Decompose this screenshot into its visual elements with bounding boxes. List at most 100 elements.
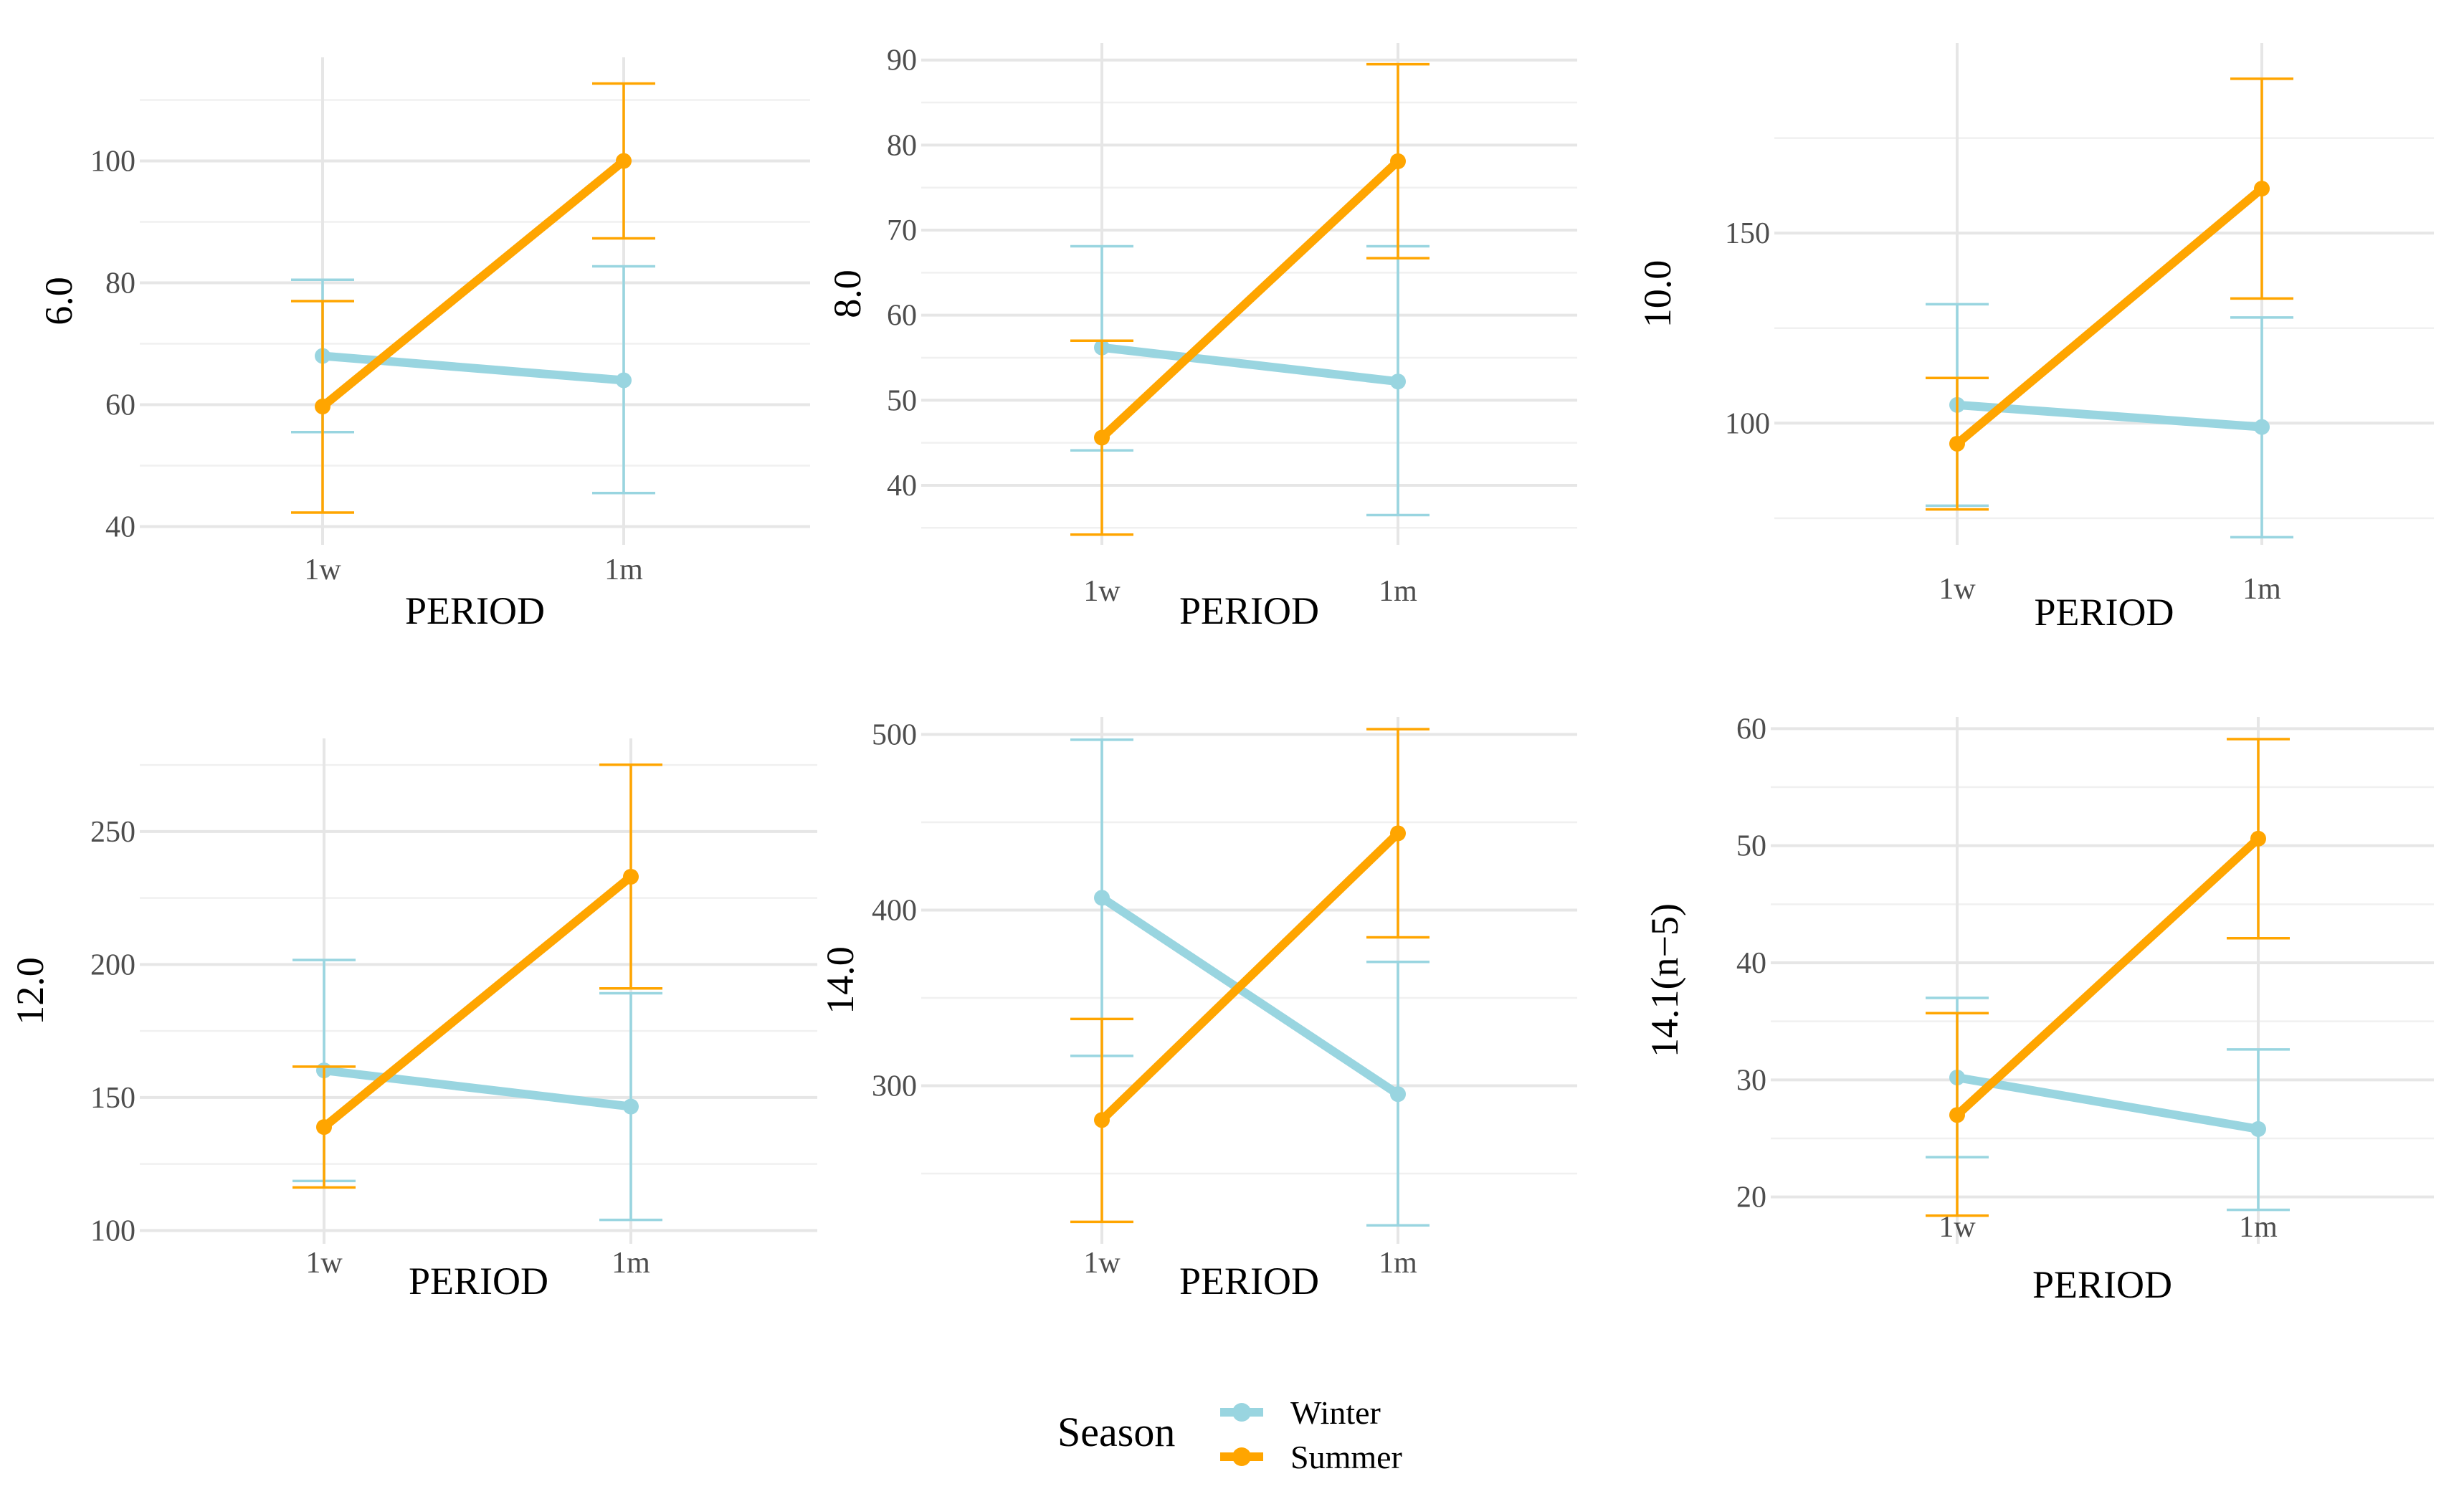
data-point-summer	[1094, 1112, 1110, 1128]
x-axis-title: PERIOD	[2034, 591, 2174, 634]
y-tick-label: 100	[90, 1214, 135, 1247]
data-point-winter	[616, 372, 632, 389]
series-line-winter	[320, 1066, 635, 1111]
series-winter	[1070, 244, 1430, 517]
data-point-winter	[2250, 1120, 2266, 1137]
series-winter	[1070, 738, 1430, 1227]
series-line-summer	[318, 156, 628, 411]
series-line-winter	[1953, 1073, 2263, 1133]
data-point-summer	[315, 399, 330, 415]
x-tick-label: 1w	[304, 553, 341, 586]
y-tick-label: 150	[90, 1082, 135, 1115]
y-tick-label: 30	[1736, 1064, 1766, 1097]
data-point-winter	[1390, 1086, 1406, 1103]
y-tick-label: 500	[872, 719, 917, 752]
data-point-summer	[1390, 153, 1406, 169]
data-point-summer	[616, 153, 632, 169]
y-tick-label: 80	[887, 129, 917, 162]
series-summer	[1926, 738, 2290, 1217]
legend-label-winter: Winter	[1290, 1394, 1381, 1431]
legend-entry-winter: Winter	[1220, 1394, 1381, 1431]
series-summer	[292, 763, 662, 1189]
y-tick-label: 150	[1725, 217, 1770, 250]
y-tick-label: 50	[1736, 830, 1766, 863]
x-tick-label: 1m	[1379, 575, 1417, 608]
data-point-winter	[1390, 374, 1406, 390]
chart-panel-2: 40 50 60 70 80 90 1w 1m PERIOD 8.0	[826, 43, 1577, 632]
x-tick-label: 1w	[1083, 1247, 1121, 1280]
y-tick-label: 60	[105, 389, 135, 422]
y-axis-title: 14.0	[819, 946, 862, 1014]
y-tick-label: 100	[1725, 407, 1770, 440]
y-tick-label: 90	[887, 44, 917, 77]
data-point-summer	[1949, 435, 1965, 452]
chart-panel-3: 100 150 1w 1m PERIOD 10.0	[1636, 43, 2434, 634]
data-point-summer	[1949, 1107, 1965, 1123]
y-tick-label: 250	[90, 816, 135, 849]
x-tick-label: 1m	[612, 1247, 650, 1280]
series-line-winter	[1098, 343, 1402, 386]
y-tick-label: 50	[887, 384, 917, 417]
y-axis-title: 14.1(n−5)	[1643, 903, 1686, 1057]
series-line-summer	[1098, 156, 1402, 442]
x-tick-label: 1w	[1939, 573, 1976, 606]
series-line-summer	[1953, 184, 2266, 448]
legend-label-summer: Summer	[1290, 1439, 1402, 1475]
data-point-summer	[316, 1119, 332, 1136]
x-axis-title: PERIOD	[405, 589, 545, 632]
series-line-winter	[1098, 893, 1402, 1099]
data-point-winter	[623, 1098, 639, 1115]
x-tick-label: 1m	[2239, 1211, 2278, 1244]
y-tick-label: 80	[105, 267, 135, 300]
y-tick-label: 20	[1736, 1181, 1766, 1214]
y-tick-label: 40	[887, 470, 917, 503]
series-winter	[1926, 996, 2290, 1212]
y-tick-label: 400	[872, 895, 917, 928]
legend-entry-summer: Summer	[1220, 1439, 1402, 1475]
data-point-summer	[623, 868, 639, 885]
legend-title: Season	[1057, 1409, 1175, 1455]
series-summer	[1070, 728, 1430, 1224]
legend-key-point	[1232, 1447, 1251, 1466]
y-tick-label: 300	[872, 1070, 917, 1103]
x-tick-label: 1m	[2242, 573, 2281, 606]
series-line-summer	[1098, 829, 1402, 1125]
x-tick-label: 1m	[604, 553, 643, 586]
x-tick-label: 1w	[1083, 575, 1121, 608]
y-axis-title: 12.0	[9, 957, 52, 1025]
series-line-summer	[320, 872, 635, 1132]
x-axis-title: PERIOD	[1179, 589, 1319, 632]
x-axis-title: PERIOD	[409, 1260, 548, 1303]
y-tick-label: 40	[105, 511, 135, 544]
y-tick-label: 60	[1736, 713, 1766, 746]
data-point-summer	[1094, 429, 1110, 446]
y-axis-title: 6.0	[37, 277, 80, 325]
y-axis-title: 8.0	[826, 270, 869, 318]
series-line-summer	[1953, 834, 2263, 1120]
series-summer	[1070, 62, 1430, 536]
y-tick-label: 100	[90, 146, 135, 179]
y-tick-label: 40	[1736, 947, 1766, 980]
y-tick-label: 70	[887, 214, 917, 247]
panels: 40 60 80 100 1w 1m PERIOD 6.0 40 50 60 70 80 90 1w 1m PE…	[9, 43, 2434, 1306]
chart-panel-1: 40 60 80 100 1w 1m PERIOD 6.0	[37, 57, 810, 632]
data-point-winter	[1094, 890, 1110, 906]
series-line-winter	[1953, 400, 2266, 432]
x-tick-label: 1m	[1379, 1247, 1417, 1280]
series-winter	[1926, 303, 2293, 539]
data-point-winter	[2254, 419, 2270, 435]
series-summer	[291, 82, 655, 514]
data-point-summer	[1390, 825, 1406, 842]
legend: Season Winter Summer	[1057, 1394, 1402, 1475]
legend-key-point	[1232, 1403, 1251, 1422]
series-summer	[1926, 77, 2293, 511]
chart-panel-5: 300 400 500 1w 1m PERIOD 14.0	[819, 717, 1577, 1303]
data-point-summer	[2254, 181, 2270, 197]
x-axis-title: PERIOD	[2032, 1263, 2172, 1306]
data-point-summer	[2250, 830, 2266, 847]
x-axis-title: PERIOD	[1179, 1260, 1319, 1303]
chart-panel-4: 100 150 200 250 1w 1m PERIOD 12.0	[9, 738, 817, 1303]
y-tick-label: 200	[90, 948, 135, 981]
